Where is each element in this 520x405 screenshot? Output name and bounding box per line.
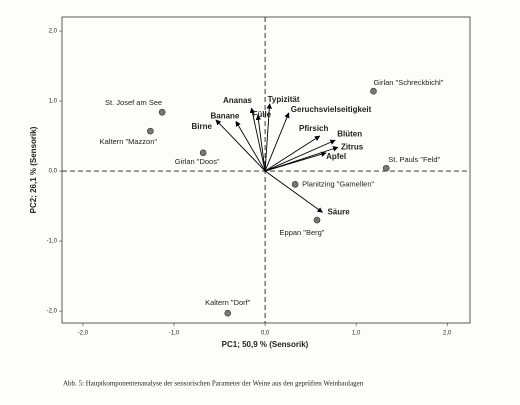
x-tick-label: 1,0 bbox=[352, 331, 361, 337]
score-point bbox=[370, 87, 377, 95]
score-point bbox=[158, 108, 166, 116]
point-label: Kaltern "Dorf" bbox=[205, 298, 251, 307]
plot-frame bbox=[61, 16, 471, 324]
loading-label: Pfirsich bbox=[299, 124, 328, 133]
loading-arrow bbox=[215, 119, 266, 172]
loading-arrow bbox=[255, 114, 266, 172]
point-label: Girlan "Schreckbichl" bbox=[373, 78, 443, 87]
score-point bbox=[147, 127, 154, 135]
loading-arrow bbox=[264, 170, 323, 213]
loading-label: Zitrus bbox=[341, 142, 364, 151]
loading-arrow bbox=[264, 135, 321, 172]
score-point bbox=[291, 181, 299, 188]
point-label: Planitzing "Gamellen" bbox=[302, 179, 374, 188]
caption: Abb. 5: Hauptkomponentenanalyse der sens… bbox=[63, 380, 364, 388]
loading-label: Ananas bbox=[223, 96, 252, 105]
point-label: St. Josef am See bbox=[105, 98, 162, 107]
y-tick-label: -1,0 bbox=[47, 239, 58, 245]
score-point bbox=[224, 309, 232, 317]
y-tick-label: 1,0 bbox=[49, 99, 58, 105]
y-tick-label: 0,0 bbox=[49, 169, 58, 175]
loading-arrow bbox=[264, 139, 336, 172]
y-tick-label: -2,0 bbox=[47, 309, 58, 315]
loading-label: Typizität bbox=[268, 95, 300, 104]
x-tick-label: 0,0 bbox=[261, 331, 270, 337]
x-tick-label: -2,0 bbox=[78, 331, 89, 337]
loading-label: Banane bbox=[210, 111, 239, 120]
loading-arrow bbox=[264, 103, 273, 172]
score-point bbox=[199, 149, 207, 157]
x-tick-label: -1,0 bbox=[169, 331, 180, 337]
loading-arrow bbox=[264, 151, 327, 172]
point-label: Eppan "Berg" bbox=[280, 228, 325, 237]
point-label: Girlan "Doos" bbox=[175, 157, 220, 166]
x-tick-label: 2,0 bbox=[443, 331, 452, 337]
point-label: St. Pauls "Feld" bbox=[388, 155, 440, 164]
y-axis-title: PC2; 26,1 % (Sensorik) bbox=[29, 126, 38, 213]
loading-label: Blüten bbox=[337, 129, 362, 138]
loading-arrow bbox=[249, 107, 266, 172]
score-point bbox=[382, 164, 390, 172]
loading-label: Birne bbox=[191, 122, 212, 131]
loading-arrow bbox=[264, 112, 290, 172]
score-point bbox=[313, 216, 321, 224]
point-label: Kaltern "Mazzon" bbox=[100, 137, 158, 146]
loading-label: Apfel bbox=[326, 152, 346, 161]
loading-label: Fülle bbox=[252, 110, 271, 119]
x-axis-title: PC1; 50,9 % (Sensorik) bbox=[222, 340, 309, 349]
loading-label: Geruchsvielseitigkeit bbox=[291, 105, 372, 114]
loading-arrow bbox=[235, 120, 266, 172]
loading-label: Säure bbox=[327, 207, 350, 216]
y-tick-label: 2,0 bbox=[49, 29, 58, 35]
